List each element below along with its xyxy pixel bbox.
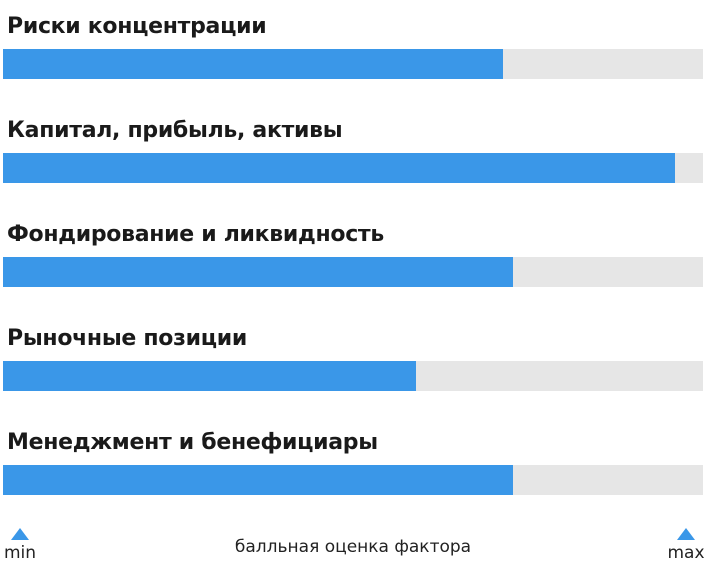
factor-label: Менеджмент и бенефициары [7, 430, 378, 455]
factor-label: Рыночные позиции [7, 326, 247, 351]
bar-fill [3, 465, 513, 495]
scale-max: max [666, 528, 706, 563]
scale-min: min [0, 528, 40, 563]
factor-label: Капитал, прибыль, активы [7, 118, 343, 143]
factor-label: Риски концентрации [7, 14, 267, 39]
triangle-up-icon [677, 528, 695, 540]
bar-fill [3, 49, 503, 79]
bar-fill [3, 361, 416, 391]
factor-label: Фондирование и ликвидность [7, 222, 384, 247]
bar-track [3, 49, 703, 79]
bar-track [3, 153, 703, 183]
scale-max-label: max [667, 543, 705, 563]
bar-fill [3, 153, 675, 183]
bar-fill [3, 257, 513, 287]
scale-min-label: min [3, 543, 37, 563]
bar-track [3, 465, 703, 495]
triangle-up-icon [11, 528, 29, 540]
bar-track [3, 257, 703, 287]
bar-track [3, 361, 703, 391]
axis-caption: балльная оценка фактора [234, 537, 472, 557]
